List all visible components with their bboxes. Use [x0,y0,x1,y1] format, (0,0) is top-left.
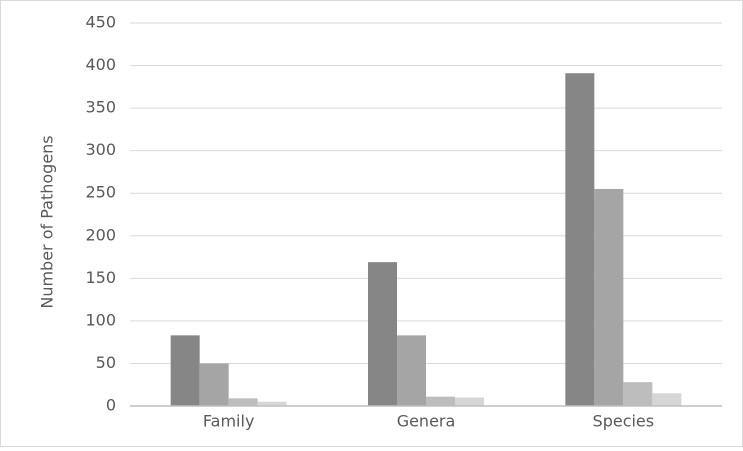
bar [199,363,229,406]
bar [368,262,397,406]
y-tick-label: 450 [85,13,116,32]
bar [257,401,287,406]
y-tick-label: 250 [85,183,116,202]
bar [170,335,200,406]
bar [594,188,624,406]
bar [652,393,682,406]
bar [565,73,595,407]
y-tick-label: 100 [85,310,116,329]
y-axis-label: Number of Pathogens [38,135,57,308]
y-tick-label: 300 [85,140,116,159]
x-tick-label: Family [203,412,254,431]
y-tick-label: 150 [85,268,116,287]
y-tick-label: 400 [85,55,116,74]
y-tick-label: 350 [85,98,116,117]
x-tick-label: Genera [397,412,456,431]
bar [228,398,258,406]
bar [623,382,653,406]
y-tick-label: 200 [85,225,116,244]
y-tick-label: 0 [106,396,116,415]
bar [397,335,426,406]
x-tick-label: Species [593,412,655,431]
bar [426,396,455,406]
bar [455,397,484,406]
y-tick-label: 50 [96,353,116,372]
